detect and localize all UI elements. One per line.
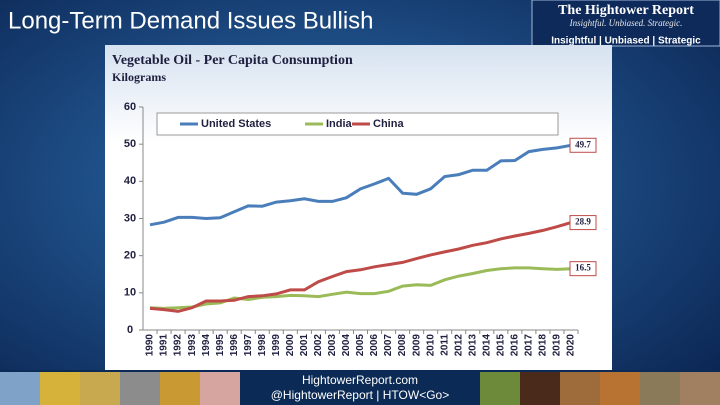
x-tick-label: 2019 <box>552 334 563 357</box>
x-tick-label: 1992 <box>173 334 184 357</box>
end-label-box <box>569 137 597 153</box>
chart-subtitle: Kilograms <box>112 70 166 84</box>
x-tick-label: 1990 <box>145 334 156 357</box>
end-label: 16.5 <box>575 263 591 273</box>
footer-image <box>520 372 560 405</box>
footer-image <box>600 372 640 405</box>
slide-title: Long-Term Demand Issues Bullish <box>8 7 374 34</box>
x-tick-label: 2015 <box>495 334 506 357</box>
chart-panel <box>105 45 612 370</box>
x-tick-label: 1995 <box>215 334 226 357</box>
end-label: 28.9 <box>575 217 591 227</box>
footer-site: HightowerReport.com <box>302 373 418 387</box>
x-tick-label: 2004 <box>341 334 352 357</box>
footer-image <box>0 372 40 405</box>
x-tick-label: 2002 <box>313 334 324 357</box>
series-line <box>149 266 572 310</box>
footer-handle: @HightowerReport | HTOW<Go> <box>271 388 449 402</box>
footer-image <box>80 372 120 405</box>
y-tick-label: 50 <box>124 138 136 150</box>
x-tick-label: 1994 <box>201 334 212 357</box>
y-tick-label: 40 <box>124 175 136 187</box>
x-tick-label: 2016 <box>509 334 520 357</box>
series-line <box>149 143 572 227</box>
x-tick-label: 2008 <box>397 334 408 357</box>
series-line <box>149 221 572 313</box>
footer-image <box>560 372 600 405</box>
y-tick-label: 30 <box>124 212 136 224</box>
x-tick-label: 2005 <box>355 334 366 357</box>
x-tick-label: 1998 <box>257 334 268 357</box>
end-label-box <box>569 261 597 277</box>
x-tick-label: 2006 <box>369 334 380 357</box>
footer-image <box>480 372 520 405</box>
footer-image <box>40 372 80 405</box>
x-tick-label: 2013 <box>467 334 478 357</box>
logo-bar: Insightful | Unbiased | Strategic <box>551 36 701 47</box>
x-tick-label: 1991 <box>159 334 170 357</box>
footer-image <box>120 372 160 405</box>
x-tick-label: 2012 <box>453 334 464 357</box>
chart-title: Vegetable Oil - Per Capita Consumption <box>112 53 353 68</box>
x-tick-label: 2014 <box>481 334 492 357</box>
x-tick-label: 1999 <box>271 334 282 357</box>
y-tick-label: 10 <box>124 287 136 299</box>
x-tick-label: 1996 <box>229 334 240 357</box>
x-tick-label: 1993 <box>187 334 198 357</box>
x-tick-label: 2018 <box>538 334 549 357</box>
y-tick-label: 60 <box>124 101 136 113</box>
x-tick-label: 1997 <box>243 334 254 357</box>
logo-tagline: Insightful. Unbiased. Strategic. <box>569 18 683 28</box>
x-tick-label: 2001 <box>299 334 310 357</box>
x-tick-label: 2020 <box>566 334 577 357</box>
logo-name: The Hightower Report <box>558 3 694 18</box>
footer-image <box>640 372 680 405</box>
end-label: 49.7 <box>575 139 591 149</box>
legend-label: India <box>326 118 353 130</box>
x-tick-label: 2011 <box>439 334 450 356</box>
footer-image <box>160 372 200 405</box>
x-tick-label: 2009 <box>411 334 422 357</box>
x-tick-label: 2010 <box>425 334 436 357</box>
x-tick-label: 2007 <box>383 334 394 357</box>
end-label-box <box>569 215 597 231</box>
x-tick-label: 2017 <box>524 334 535 357</box>
footer-image <box>680 372 720 405</box>
x-tick-label: 2003 <box>327 334 338 357</box>
y-tick-label: 20 <box>124 250 136 262</box>
footer-image <box>200 372 240 405</box>
legend-label: United States <box>201 118 271 130</box>
legend-label: China <box>373 118 404 130</box>
x-tick-label: 2000 <box>285 334 296 357</box>
y-tick-label: 0 <box>127 324 133 336</box>
logo-box <box>531 0 720 47</box>
